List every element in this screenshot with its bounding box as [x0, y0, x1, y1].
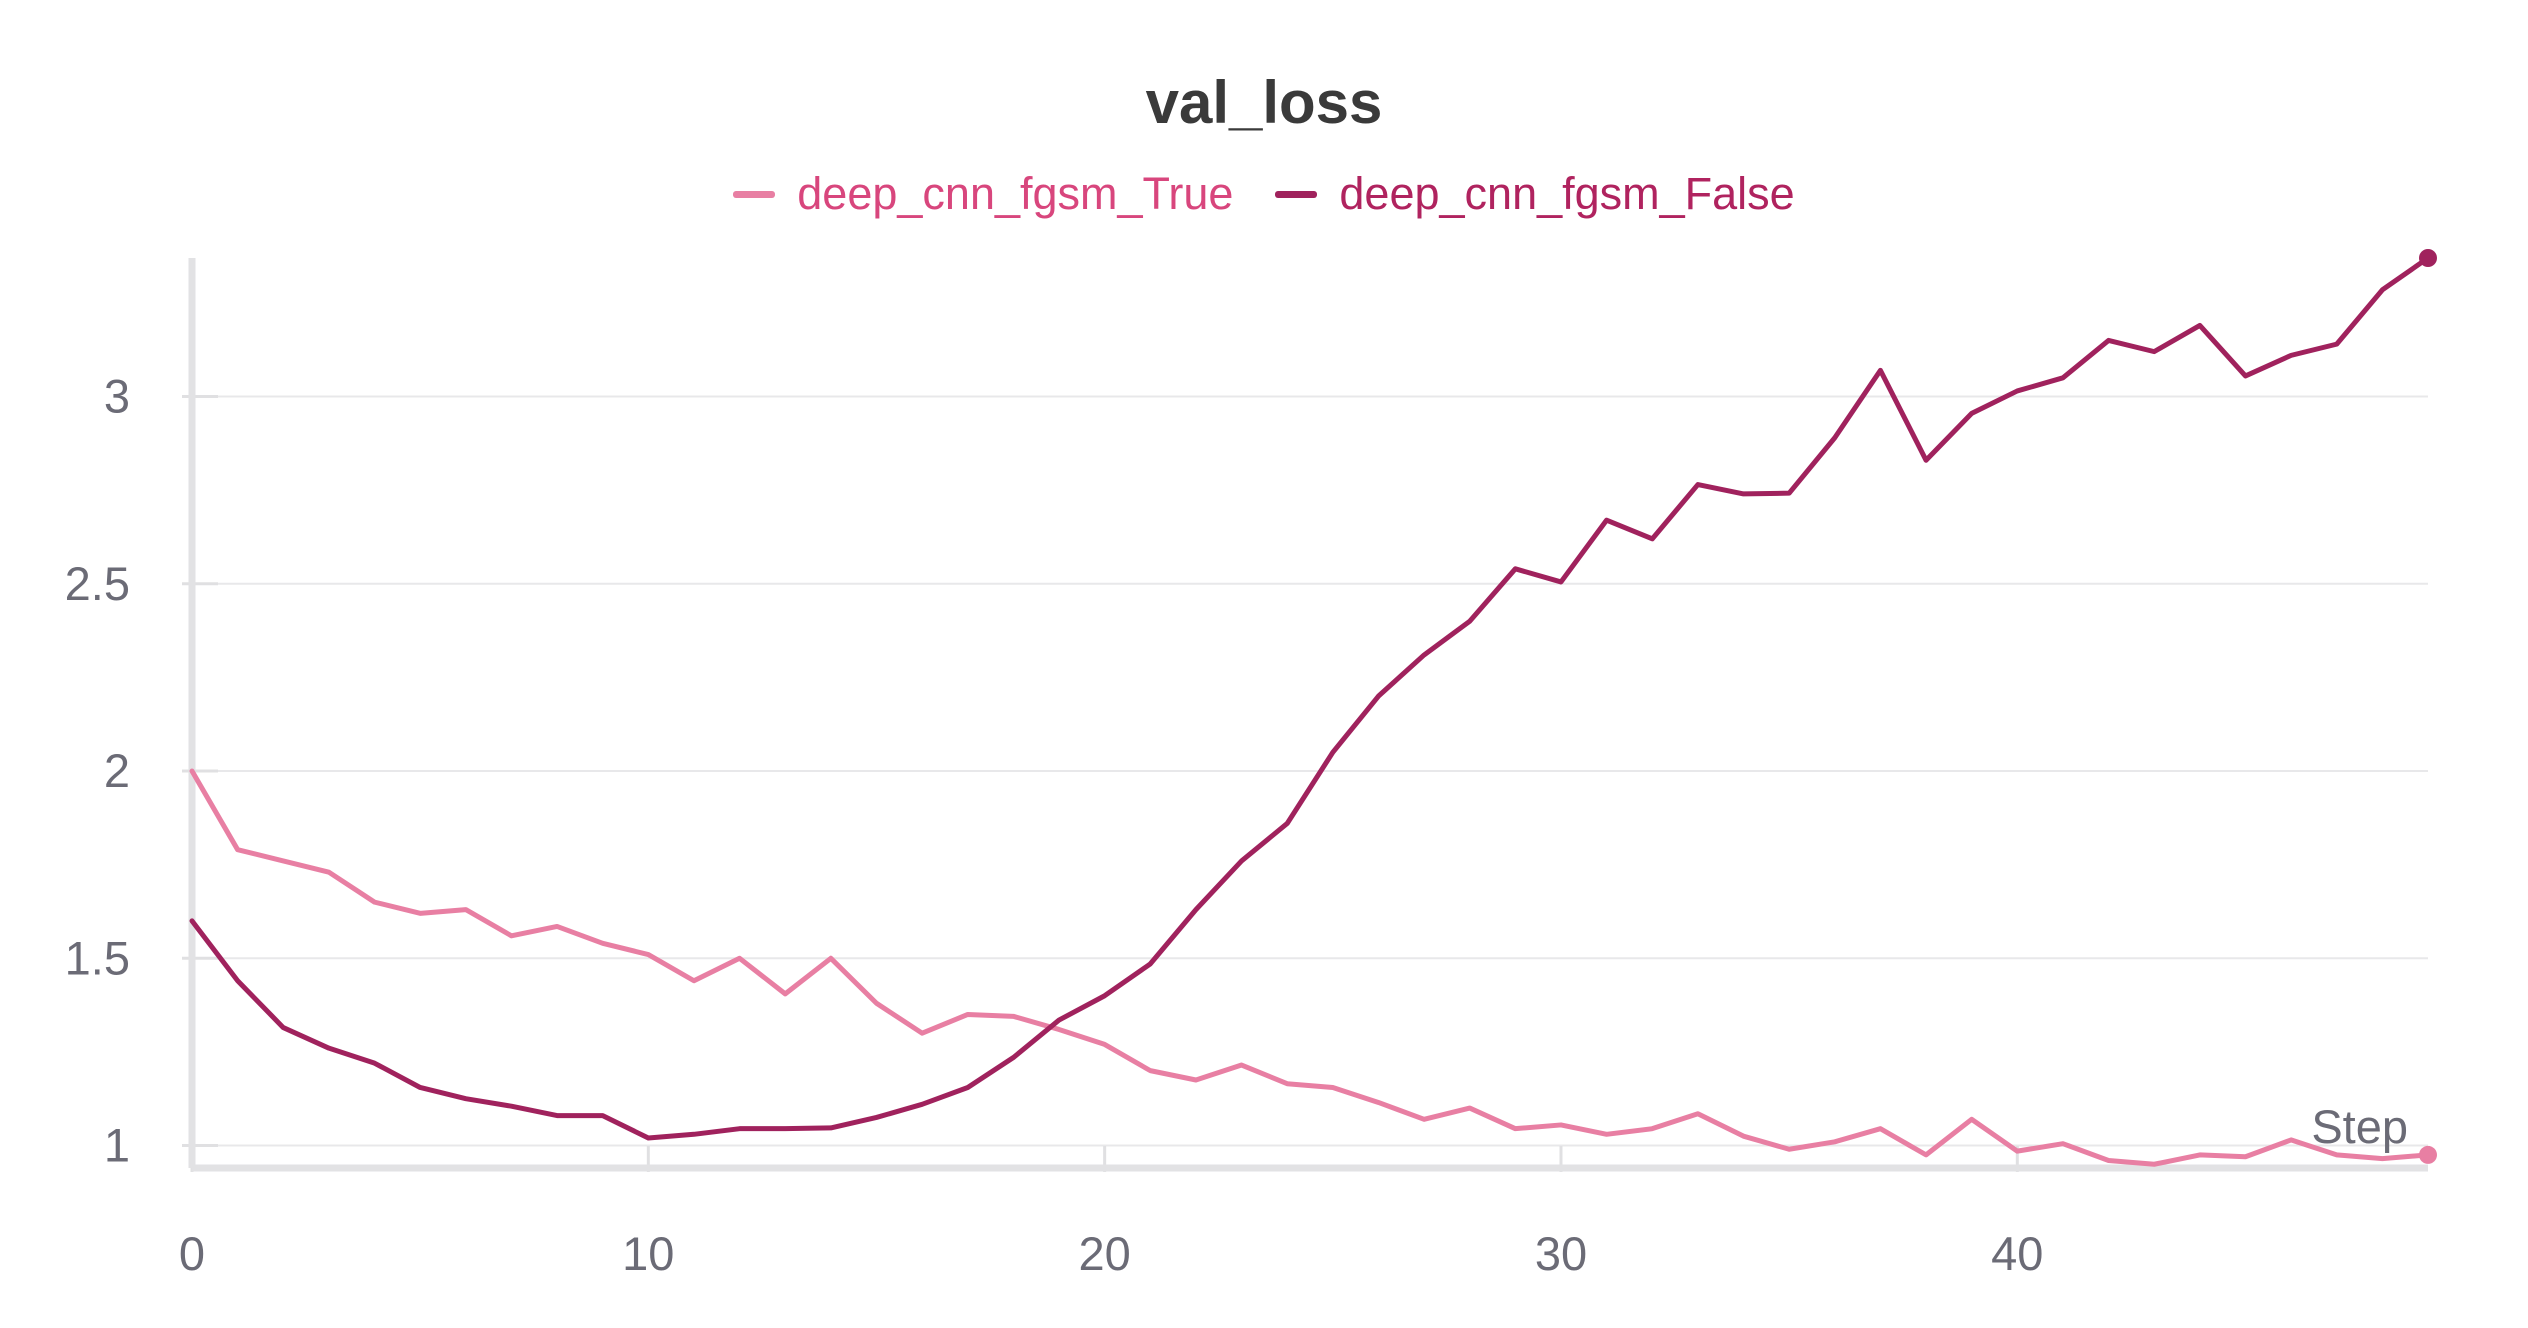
x-tick-label: 20: [1079, 1227, 1131, 1280]
y-tick-label: 2: [104, 744, 130, 797]
y-tick-label: 3: [104, 370, 130, 423]
legend: deep_cnn_fgsm_True deep_cnn_fgsm_False: [0, 168, 2528, 220]
chart-title: val_loss: [1145, 69, 1383, 136]
y-tick-label: 1: [104, 1119, 130, 1172]
series-lines: [189, 249, 2437, 1167]
x-tick-label: 30: [1535, 1227, 1587, 1280]
series-line-2: [189, 255, 2431, 1141]
legend-item-series-2[interactable]: deep_cnn_fgsm_False: [1275, 168, 1795, 220]
legend-label-series-1: deep_cnn_fgsm_True: [797, 168, 1234, 219]
y-tick-label: 2.5: [65, 557, 130, 610]
x-axis-label: Step: [2311, 1100, 2408, 1153]
series-line-1: [189, 768, 2431, 1167]
legend-label-series-2: deep_cnn_fgsm_False: [1339, 168, 1795, 219]
axes: [182, 258, 2428, 1172]
tick-labels: 11.522.530 10 20 30 40: [65, 370, 2044, 1280]
x-tick-label: 10: [622, 1227, 674, 1280]
legend-swatch-series-1: [733, 190, 776, 198]
legend-swatch-series-2: [1275, 190, 1318, 198]
gridlines: [192, 395, 2428, 1147]
y-tick-label: 1.5: [65, 931, 130, 984]
x-tick-label: 40: [1991, 1227, 2043, 1280]
x-tick-label: 0: [179, 1227, 205, 1280]
legend-item-series-1[interactable]: deep_cnn_fgsm_True: [733, 168, 1233, 220]
series-end-marker-1: [2419, 1145, 2437, 1164]
series-end-marker-2: [2419, 249, 2437, 267]
